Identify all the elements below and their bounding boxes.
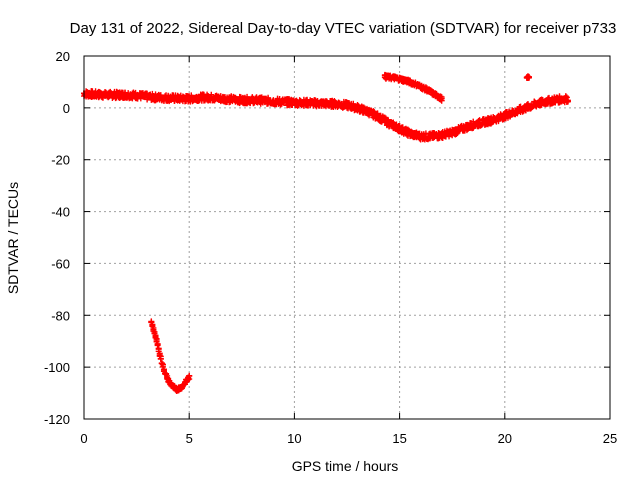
data-point bbox=[350, 100, 357, 107]
y-axis-label: SDTVAR / TECUs bbox=[5, 182, 21, 294]
series-main-arc bbox=[81, 88, 571, 143]
data-point bbox=[149, 322, 156, 329]
series-low-arc bbox=[148, 318, 193, 394]
data-point bbox=[564, 98, 571, 105]
y-tick-label: -100 bbox=[44, 360, 70, 375]
y-tick-label: 0 bbox=[63, 101, 70, 116]
y-tick-label: -80 bbox=[51, 308, 70, 323]
data-points bbox=[81, 71, 571, 394]
x-axis-label: GPS time / hours bbox=[292, 458, 399, 474]
y-tick-label: 20 bbox=[56, 49, 70, 64]
data-point bbox=[525, 74, 532, 81]
x-tick-label: 0 bbox=[80, 431, 87, 446]
x-tick-label: 20 bbox=[498, 431, 512, 446]
data-point bbox=[152, 332, 159, 339]
y-tick-label: -40 bbox=[51, 205, 70, 220]
y-tick-label: -120 bbox=[44, 412, 70, 427]
data-point bbox=[153, 335, 160, 342]
data-point bbox=[160, 366, 167, 373]
data-point bbox=[438, 97, 445, 104]
plot-frame bbox=[83, 55, 611, 420]
data-point bbox=[265, 94, 272, 101]
x-tick-label: 15 bbox=[392, 431, 406, 446]
data-point bbox=[360, 104, 367, 111]
x-tick-label: 25 bbox=[603, 431, 617, 446]
series-upper-arc bbox=[381, 71, 445, 104]
data-point bbox=[154, 341, 161, 348]
data-point bbox=[156, 350, 163, 357]
y-tick-label: -20 bbox=[51, 153, 70, 168]
data-point bbox=[208, 91, 215, 98]
x-tick-label: 5 bbox=[186, 431, 193, 446]
data-point bbox=[157, 353, 164, 360]
data-point bbox=[562, 93, 569, 100]
chart-title: Day 131 of 2022, Sidereal Day-to-day VTE… bbox=[70, 20, 617, 37]
data-point bbox=[563, 94, 570, 101]
axis-ticks: 0 5 10 15 20 25 -120 -100 -80 -60 -40 -20 0 20 bbox=[44, 49, 617, 446]
data-point bbox=[186, 373, 193, 380]
y-tick-label: -60 bbox=[51, 256, 70, 271]
x-tick-label: 10 bbox=[287, 431, 301, 446]
series-isolated bbox=[523, 73, 532, 82]
data-point bbox=[374, 110, 381, 117]
data-point bbox=[159, 361, 166, 368]
